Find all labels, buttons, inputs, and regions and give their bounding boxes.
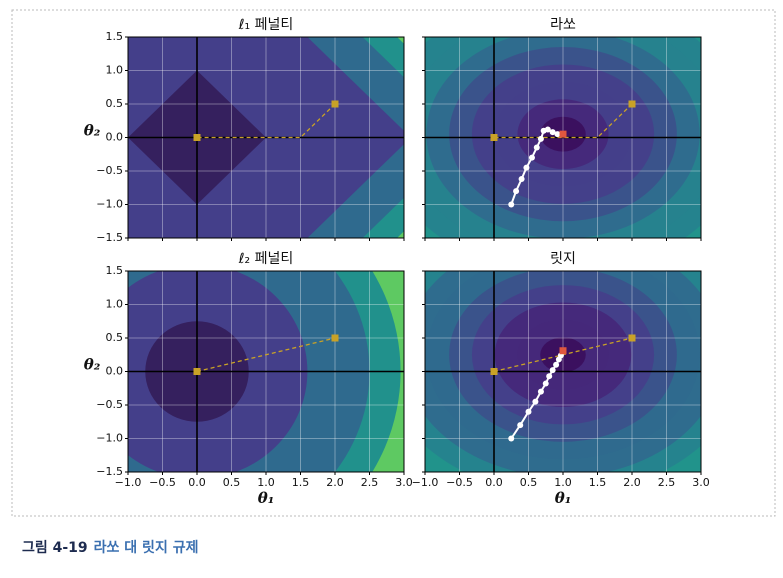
x-tick-label: 3.0: [692, 476, 710, 489]
marker: [559, 130, 567, 138]
x-tick-label: 2.5: [361, 476, 379, 489]
marker: [559, 347, 567, 355]
marker: [513, 188, 520, 195]
x-tick-label: −1.0: [115, 476, 142, 489]
y-tick-label: 0.0: [106, 365, 124, 378]
subplot-title: ℓ₂ 페널티: [238, 251, 294, 267]
x-tick-label: 0.5: [520, 476, 538, 489]
plot-area: [425, 271, 701, 472]
x-tick-label: 0.5: [223, 476, 241, 489]
x-tick-label: 2.0: [326, 476, 344, 489]
series-line: [197, 103, 336, 139]
series-line: [196, 337, 336, 373]
marker: [554, 131, 561, 138]
y-tick-label: 1.0: [106, 64, 124, 77]
x-tick-label: 0.0: [188, 476, 206, 489]
marker: [193, 368, 201, 375]
x-tick-label: 0.0: [485, 476, 503, 489]
y-tick-label: 1.0: [106, 298, 124, 311]
marker: [518, 176, 525, 183]
x-tick-label: −1.0: [412, 476, 439, 489]
y-tick-label: −0.5: [96, 164, 123, 177]
marker: [533, 144, 540, 151]
marker: [331, 100, 339, 108]
marker: [528, 154, 535, 161]
plot-frame: [424, 270, 702, 473]
marker: [553, 361, 560, 368]
marker: [523, 164, 530, 171]
marker: [508, 201, 515, 208]
x-axis-label: θ₁: [258, 489, 275, 507]
y-tick-label: −1.0: [96, 198, 123, 211]
plot-area: [425, 37, 701, 238]
x-tick-label: 1.5: [589, 476, 607, 489]
marker: [532, 398, 539, 405]
x-tick-label: −0.5: [149, 476, 176, 489]
y-tick-label: 0.5: [106, 331, 124, 344]
marker: [508, 435, 515, 442]
marker: [537, 388, 544, 395]
y-tick-label: 1.5: [106, 264, 124, 277]
series-line: [494, 103, 633, 139]
marker: [628, 100, 636, 108]
marker: [525, 408, 532, 415]
marker: [549, 367, 556, 374]
x-tick-label: 1.0: [554, 476, 572, 489]
x-tick-label: 1.5: [292, 476, 310, 489]
marker: [542, 380, 549, 387]
marker: [490, 134, 498, 141]
y-tick-label: 1.5: [106, 30, 124, 43]
subplot-title: 라쏘: [550, 17, 576, 33]
marker: [490, 368, 498, 375]
marker: [544, 126, 551, 133]
marker: [193, 134, 201, 141]
x-tick-label: −0.5: [446, 476, 473, 489]
x-tick-label: 2.0: [623, 476, 641, 489]
marker: [546, 373, 553, 380]
marker: [628, 334, 636, 342]
marker: [537, 135, 544, 142]
y-tick-label: −1.5: [96, 231, 123, 244]
plot-frame: [127, 36, 405, 239]
caption-label: 그림 4-19: [22, 540, 88, 556]
y-axis-label: θ₂: [84, 122, 101, 140]
marker: [331, 334, 339, 342]
x-tick-label: 3.0: [395, 476, 413, 489]
x-axis-label: θ₁: [555, 489, 572, 507]
caption-text: 라쏘 대 릿지 규제: [93, 540, 199, 556]
marker: [549, 129, 556, 136]
figure-border: [11, 9, 776, 517]
subplot-title: 릿지: [550, 251, 576, 267]
y-tick-label: 0.5: [106, 97, 124, 110]
plot-frame: [424, 36, 702, 239]
y-tick-label: 0.0: [106, 131, 124, 144]
y-tick-label: −1.5: [96, 465, 123, 478]
x-tick-label: 2.5: [658, 476, 676, 489]
plot-area: [128, 37, 404, 238]
plot-area: [128, 271, 404, 472]
caption: 그림 4-19 라쏘 대 릿지 규제: [22, 537, 198, 557]
y-tick-label: −0.5: [96, 398, 123, 411]
y-axis-label: θ₂: [84, 356, 101, 374]
y-tick-label: −1.0: [96, 432, 123, 445]
subplot-title: ℓ₁ 페널티: [238, 17, 294, 33]
plot-frame: [127, 270, 405, 473]
marker: [517, 422, 524, 429]
x-tick-label: 1.0: [257, 476, 275, 489]
